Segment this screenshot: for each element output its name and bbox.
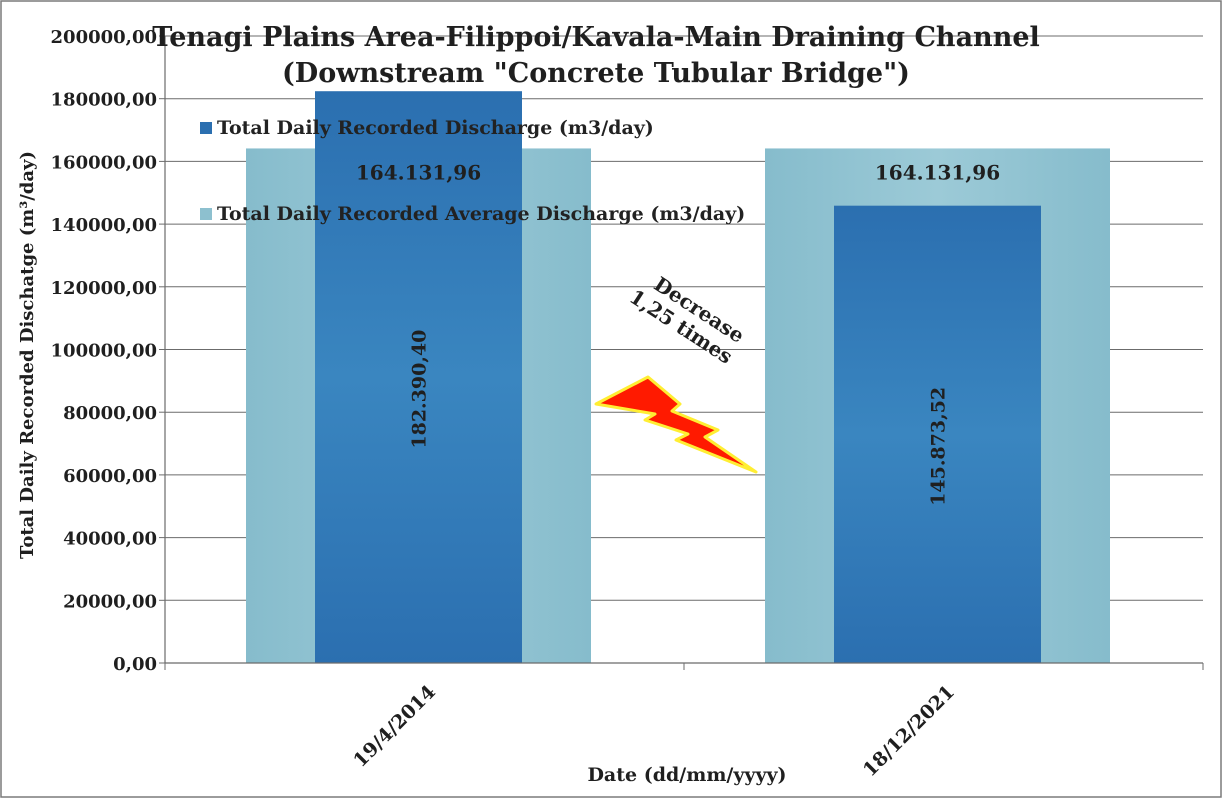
- legend-label-recorded: Total Daily Recorded Discharge (m3/day): [217, 117, 654, 139]
- y-tick-label: 160000,00: [51, 152, 157, 173]
- legend-label-average: Total Daily Recorded Average Discharge (…: [217, 203, 745, 225]
- recorded-data-label: 145.873,52: [928, 387, 950, 506]
- legend-swatch-recorded: [200, 122, 212, 134]
- y-tick-label: 180000,00: [51, 90, 157, 111]
- chart-subtitle: (Downstream "Concrete Tubular Bridge"): [282, 58, 910, 89]
- average-data-label: 164.131,96: [875, 160, 1000, 184]
- y-tick-label: 80000,00: [63, 403, 157, 424]
- y-tick-label: 40000,00: [63, 529, 157, 550]
- y-tick-label: 100000,00: [51, 341, 157, 362]
- y-tick-label: 20000,00: [63, 591, 157, 612]
- y-tick-label: 0,00: [113, 654, 157, 675]
- y-tick-label: 60000,00: [63, 466, 157, 487]
- recorded-bar: [834, 205, 1041, 663]
- recorded-bars: [315, 91, 1041, 663]
- recorded-data-label: 182.390,40: [409, 330, 431, 449]
- average-data-label: 164.131,96: [356, 160, 481, 184]
- legend: Total Daily Recorded Discharge (m3/day) …: [200, 117, 745, 225]
- lightning-bolt-icon: [594, 375, 758, 474]
- y-tick-label: 200000,00: [51, 27, 157, 48]
- data-labels: 164.131,96 182.390,40 164.131,96 145.873,52: [356, 160, 1000, 505]
- recorded-bar: [315, 91, 522, 663]
- y-tick-label: 140000,00: [51, 215, 157, 236]
- x-axis-title: Date (dd/mm/yyyy): [587, 764, 786, 786]
- y-axis-title: Total Daily Recorded Dischatge (m³/day): [17, 151, 38, 559]
- legend-swatch-average: [200, 208, 212, 220]
- y-tick-label: 120000,00: [51, 278, 157, 299]
- axes: [159, 35, 1204, 670]
- chart-title: Tenagi Plains Area-Filippoi/Kavala-Main …: [152, 22, 1040, 53]
